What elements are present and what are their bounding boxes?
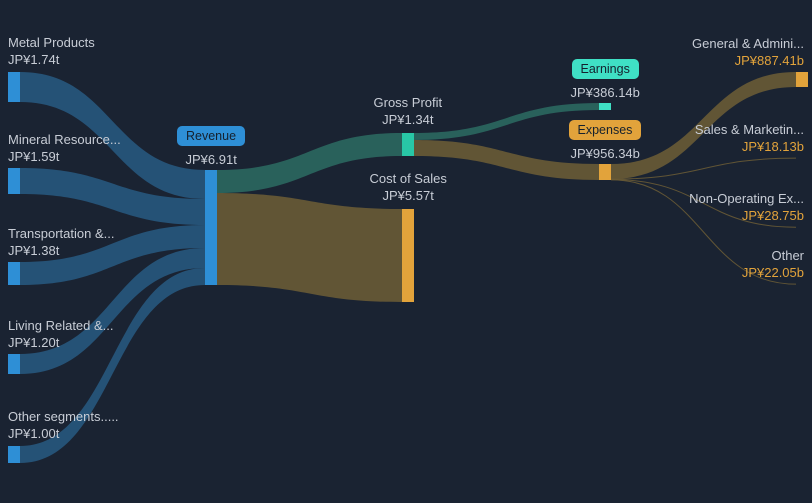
- value-revenue: JP¥6.91t: [186, 151, 237, 168]
- value-earnings: JP¥386.14b: [571, 84, 640, 101]
- node-rect-otherseg: [8, 446, 20, 463]
- label-metal: Metal ProductsJP¥1.74t: [8, 34, 95, 68]
- value-transport: JP¥1.38t: [8, 242, 114, 259]
- title-mineral: Mineral Resource...: [8, 131, 121, 148]
- title-sm: Sales & Marketin...: [695, 121, 804, 138]
- value-living: JP¥1.20t: [8, 334, 114, 351]
- label-otherseg: Other segments.....JP¥1.00t: [8, 408, 119, 442]
- value-metal: JP¥1.74t: [8, 51, 95, 68]
- value-expenses: JP¥956.34b: [571, 145, 640, 162]
- value-cos: JP¥5.57t: [370, 187, 447, 204]
- title-living: Living Related &...: [8, 317, 114, 334]
- value-other: JP¥22.05b: [742, 264, 804, 281]
- value-otherseg: JP¥1.00t: [8, 425, 119, 442]
- node-rect-transport: [8, 262, 20, 285]
- node-rect-cos: [402, 209, 414, 302]
- node-rect-mineral: [8, 168, 20, 194]
- value-noe: JP¥28.75b: [689, 207, 804, 224]
- node-rect-gross: [402, 133, 414, 156]
- node-rect-living: [8, 354, 20, 374]
- pill-expenses: Expenses: [569, 120, 642, 140]
- value-gross: JP¥1.34t: [374, 111, 443, 128]
- label-gross: Gross ProfitJP¥1.34t: [374, 94, 443, 128]
- label-mineral: Mineral Resource...JP¥1.59t: [8, 131, 121, 165]
- node-rect-ga: [796, 72, 808, 87]
- title-gross: Gross Profit: [374, 94, 443, 111]
- title-cos: Cost of Sales: [370, 170, 447, 187]
- label-sm: Sales & Marketin...JP¥18.13b: [695, 121, 804, 155]
- value-ga: JP¥887.41b: [692, 52, 804, 69]
- node-rect-metal: [8, 72, 20, 102]
- title-metal: Metal Products: [8, 34, 95, 51]
- node-rect-earnings: [599, 103, 611, 110]
- title-noe: Non-Operating Ex...: [689, 190, 804, 207]
- pill-earnings: Earnings: [572, 59, 639, 79]
- title-ga: General & Admini...: [692, 35, 804, 52]
- value-mineral: JP¥1.59t: [8, 148, 121, 165]
- label-ga: General & Admini...JP¥887.41b: [692, 35, 804, 69]
- title-otherseg: Other segments.....: [8, 408, 119, 425]
- label-transport: Transportation &...JP¥1.38t: [8, 225, 114, 259]
- sankey-svg: [0, 0, 812, 503]
- label-noe: Non-Operating Ex...JP¥28.75b: [689, 190, 804, 224]
- title-other: Other: [742, 247, 804, 264]
- sankey-chart: Metal ProductsJP¥1.74t Mineral Resource..…: [0, 0, 812, 503]
- flow-revenue-cos: [217, 193, 402, 302]
- label-other: OtherJP¥22.05b: [742, 247, 804, 281]
- pill-revenue: Revenue: [177, 126, 245, 146]
- value-sm: JP¥18.13b: [695, 138, 804, 155]
- node-rect-expenses: [599, 164, 611, 180]
- label-living: Living Related &...JP¥1.20t: [8, 317, 114, 351]
- label-cos: Cost of SalesJP¥5.57t: [370, 170, 447, 204]
- title-transport: Transportation &...: [8, 225, 114, 242]
- node-rect-revenue: [205, 170, 217, 285]
